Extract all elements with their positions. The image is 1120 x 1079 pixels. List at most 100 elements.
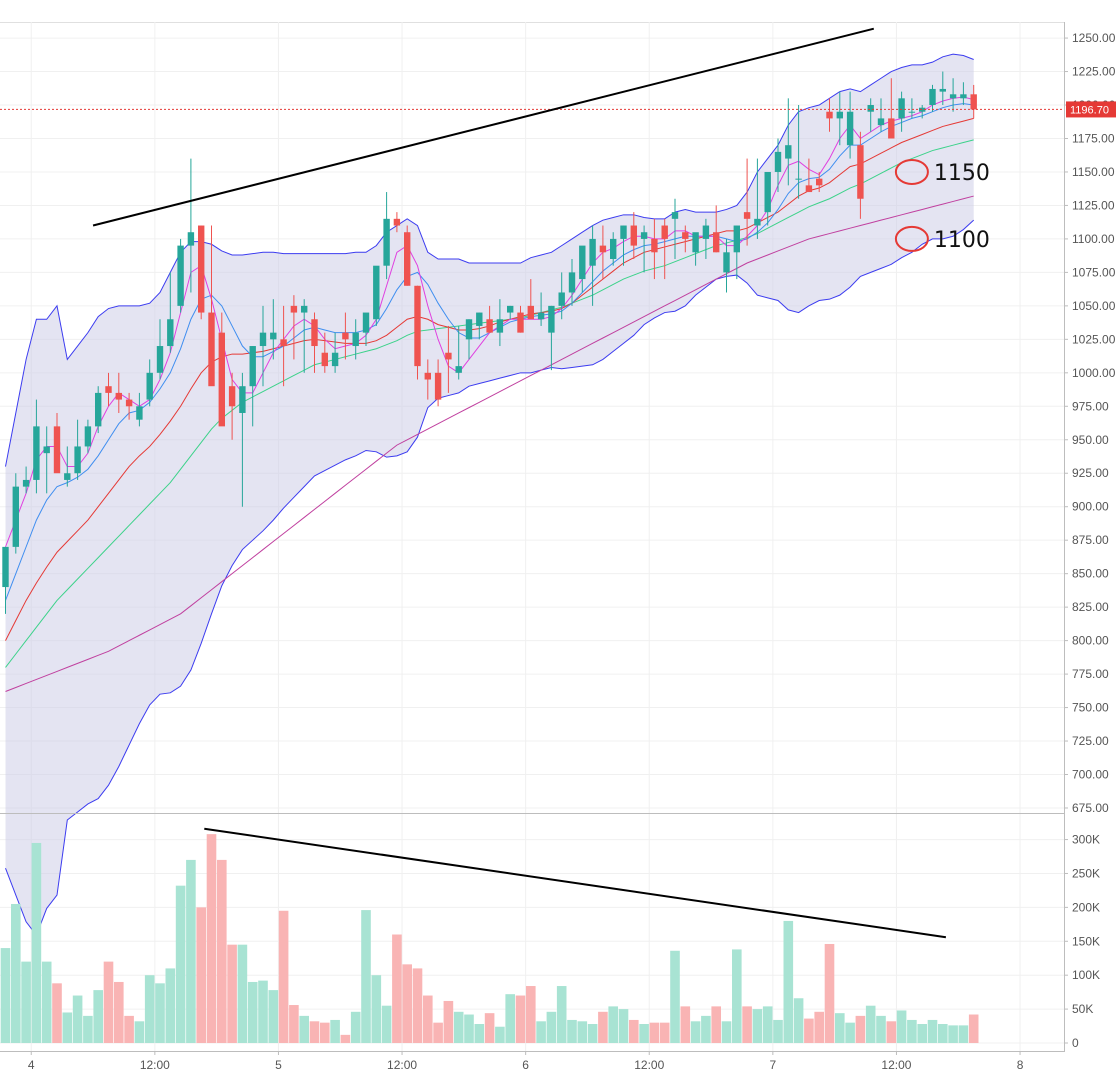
candle-body <box>53 426 61 474</box>
volume-bar <box>814 1011 824 1043</box>
price-tick-label: 1025.00 <box>1072 332 1116 346</box>
candle-body <box>156 346 164 373</box>
volume-bar <box>948 1025 958 1043</box>
candle <box>84 419 92 454</box>
candle <box>908 98 916 119</box>
candle <box>352 319 359 360</box>
volume-series <box>0 834 979 1043</box>
price-tick-label: 825.00 <box>1072 600 1109 614</box>
price-tick-label: 850.00 <box>1072 567 1109 581</box>
candle <box>290 295 298 360</box>
candle <box>733 225 740 280</box>
candle <box>373 265 380 326</box>
price-axis[interactable]: 675.00 700.00 725.00 750.00 775.00 800.00 825.… <box>1064 31 1116 815</box>
volume-bar <box>732 949 742 1043</box>
volume-bar <box>793 998 804 1043</box>
volume-bar <box>536 1021 546 1043</box>
volume-bar <box>289 1005 299 1043</box>
time-tick-label: 8 <box>1017 1058 1024 1072</box>
volume-bar <box>402 964 412 1043</box>
candle <box>527 279 534 320</box>
candle <box>568 259 576 306</box>
candle-body <box>445 352 452 360</box>
candle-body <box>301 305 308 313</box>
candle <box>846 91 854 159</box>
candle <box>702 218 710 259</box>
candle-body <box>939 88 946 92</box>
volume-tick-label: 300K <box>1072 833 1100 847</box>
volume-bar <box>618 1009 629 1043</box>
price-tick-label: 700.00 <box>1072 768 1109 782</box>
volume-bar <box>752 1009 763 1043</box>
candle <box>2 546 9 614</box>
candle-body <box>846 111 854 146</box>
candle-body <box>743 212 751 219</box>
candle <box>95 386 102 434</box>
candle <box>434 359 442 407</box>
volume-bar <box>11 903 21 1043</box>
candle-body <box>816 178 823 186</box>
candle <box>33 399 40 494</box>
candle <box>218 312 225 427</box>
volume-bar <box>958 1025 969 1043</box>
candle-body <box>280 339 287 347</box>
candle <box>774 138 782 193</box>
candle <box>156 319 164 380</box>
price-tick-label: 925.00 <box>1072 466 1109 480</box>
time-tick-label: 12:00 <box>387 1058 417 1072</box>
volume-bar <box>52 983 62 1043</box>
volume-bar <box>83 1015 93 1043</box>
volume-bar <box>968 1014 979 1043</box>
candle-body <box>723 252 730 273</box>
candle <box>919 105 926 119</box>
candle-body <box>393 218 401 226</box>
candle-body <box>857 145 864 199</box>
volume-bar <box>268 990 279 1043</box>
volume-bar <box>309 1021 320 1043</box>
volume-bar <box>330 1019 340 1043</box>
candle <box>898 91 905 132</box>
candle-body <box>352 332 359 347</box>
candle <box>362 312 370 347</box>
volume-bar <box>21 961 31 1043</box>
price-tick-label: 800.00 <box>1072 634 1109 648</box>
volume-bar <box>134 1021 145 1043</box>
price-tick-label: 750.00 <box>1072 701 1109 715</box>
candle-body <box>465 319 473 340</box>
candle <box>125 392 133 420</box>
time-tick-label: 12:00 <box>140 1058 170 1072</box>
price-tick-label: 1250.00 <box>1072 31 1116 45</box>
price-tick-label: 875.00 <box>1072 533 1109 547</box>
candle <box>877 98 885 132</box>
candle <box>857 131 864 219</box>
candle-body <box>331 352 339 367</box>
candle-body <box>826 111 833 119</box>
candle <box>424 359 431 400</box>
price-tick-label: 1000.00 <box>1072 366 1116 380</box>
time-tick-label: 5 <box>275 1058 282 1072</box>
candle <box>537 292 545 326</box>
candle-body <box>898 98 905 119</box>
candle-body <box>125 399 133 407</box>
candle-body <box>836 111 843 119</box>
candle <box>805 158 813 193</box>
ma-slow-line <box>5 195 974 692</box>
volume-bar <box>453 1011 464 1043</box>
volume-bar <box>0 948 11 1043</box>
trend-lines <box>92 27 875 227</box>
price-tick-label: 975.00 <box>1072 399 1109 413</box>
candle-body <box>177 245 184 306</box>
candle <box>486 305 493 333</box>
volume-bar <box>670 950 680 1043</box>
candle <box>414 285 421 380</box>
volume-bar <box>443 1000 454 1043</box>
time-axis[interactable]: 4 12:00 5 12:00 6 12:00 7 12:00 8 <box>28 1051 1024 1072</box>
volume-bar <box>546 1011 557 1043</box>
volume-axis[interactable]: 0 50K 100K 150K 200K 250K 300K <box>1064 833 1100 1050</box>
volume-tick-label: 200K <box>1072 900 1100 914</box>
candle <box>785 98 792 186</box>
candle-body <box>115 392 122 400</box>
candle-body <box>908 111 916 113</box>
upper-trend-line <box>92 27 875 227</box>
